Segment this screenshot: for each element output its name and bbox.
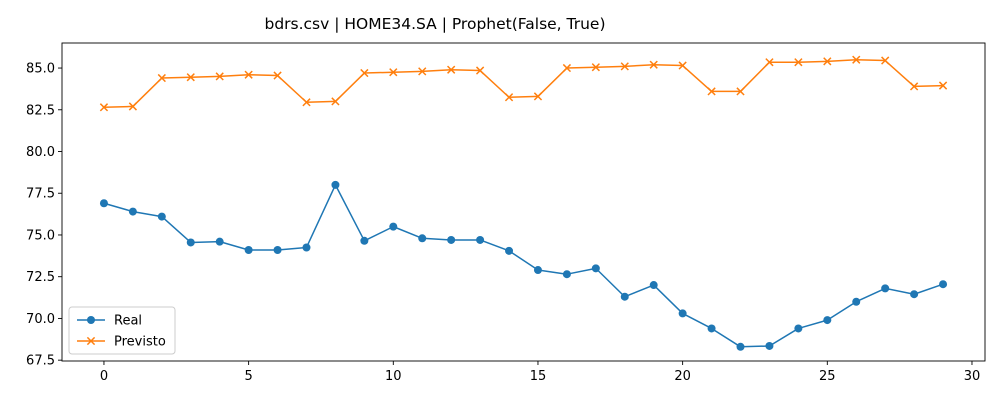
data-point-real	[505, 246, 514, 255]
axes-frame	[61, 42, 986, 362]
data-point-previsto	[707, 87, 716, 96]
data-point-previsto	[591, 63, 600, 72]
data-point-real	[128, 207, 137, 216]
data-point-previsto	[562, 63, 572, 73]
data-point-previsto	[99, 103, 109, 112]
data-point-previsto	[938, 81, 948, 90]
data-point-real	[157, 212, 166, 221]
data-point-real	[244, 245, 253, 254]
y-tick-label: 85.0	[26, 62, 55, 77]
data-point-real	[476, 235, 485, 244]
plot-area: 0 5 10 15 20 25 30 67.5 70.0 72.5 75.0 77.5 80.0 82.5…	[26, 42, 986, 384]
legend-swatch-marker	[87, 316, 95, 324]
data-point-previsto	[186, 73, 195, 82]
y-tick-label: 77.5	[26, 187, 55, 202]
data-point-real	[910, 290, 919, 299]
legend-label: Real	[114, 314, 142, 329]
legend-swatch-marker	[86, 336, 96, 346]
data-point-real	[620, 292, 629, 301]
x-tick-label: 10	[385, 369, 402, 384]
data-point-previsto	[128, 102, 138, 111]
data-point-real	[99, 199, 108, 208]
data-point-real	[215, 237, 224, 246]
data-point-previsto	[504, 93, 514, 102]
data-point-real	[707, 324, 716, 333]
data-point-real	[533, 266, 542, 275]
chart-title: bdrs.csv | HOME34.SA | Prophet(False, Tr…	[264, 15, 605, 33]
data-point-real	[562, 270, 571, 279]
data-point-previsto	[331, 97, 340, 106]
data-point-previsto	[794, 58, 803, 67]
y-tick-label: 82.5	[26, 103, 55, 118]
legend-label: Previsto	[114, 335, 166, 350]
x-tick-label: 5	[244, 369, 252, 384]
y-tick-label: 75.0	[26, 228, 55, 243]
data-point-previsto	[649, 60, 658, 69]
data-point-previsto	[302, 98, 311, 107]
data-point-previsto	[418, 67, 427, 76]
data-point-real	[736, 342, 745, 351]
data-point-previsto	[447, 65, 456, 74]
x-tick-label: 25	[819, 369, 836, 384]
y-tick-label: 70.0	[26, 312, 55, 327]
data-point-previsto	[244, 70, 253, 79]
data-point-real	[186, 238, 195, 247]
data-point-previsto	[823, 57, 832, 66]
data-point-previsto	[360, 68, 369, 78]
data-point-previsto	[475, 66, 485, 75]
data-point-previsto	[533, 92, 543, 101]
data-point-previsto	[736, 87, 745, 96]
x-tick-label: 15	[530, 369, 547, 384]
data-point-previsto	[765, 58, 774, 67]
data-point-previsto	[852, 55, 861, 64]
data-point-real	[591, 264, 600, 273]
data-point-real	[360, 236, 369, 245]
data-point-real	[649, 281, 658, 290]
legend-box	[68, 306, 176, 355]
data-point-real	[678, 309, 687, 318]
data-point-previsto	[620, 62, 629, 71]
series-line-previsto	[103, 58, 944, 109]
data-point-previsto	[881, 56, 890, 65]
data-point-real	[794, 324, 803, 333]
data-point-previsto	[273, 71, 282, 80]
data-point-previsto	[678, 61, 687, 70]
data-point-real	[852, 297, 861, 306]
y-tick-label: 80.0	[26, 145, 55, 160]
x-tick-label: 20	[674, 369, 691, 384]
x-tick-label: 0	[100, 369, 108, 384]
y-tick-label: 67.5	[26, 354, 55, 369]
data-point-real	[418, 234, 427, 243]
data-point-real	[389, 222, 398, 231]
data-point-real	[273, 245, 282, 254]
data-point-previsto	[909, 82, 919, 91]
data-point-real	[302, 243, 311, 252]
series-line-real	[103, 184, 944, 348]
x-tick-label: 30	[964, 369, 981, 384]
data-point-real	[765, 341, 774, 350]
data-point-previsto	[157, 73, 166, 83]
y-tick-label: 72.5	[26, 270, 55, 285]
data-point-real	[331, 180, 340, 189]
data-point-real	[447, 235, 456, 244]
data-point-previsto	[389, 68, 398, 77]
data-point-real	[939, 280, 948, 289]
data-point-previsto	[215, 72, 224, 81]
data-point-real	[823, 316, 832, 325]
data-point-real	[881, 284, 890, 293]
